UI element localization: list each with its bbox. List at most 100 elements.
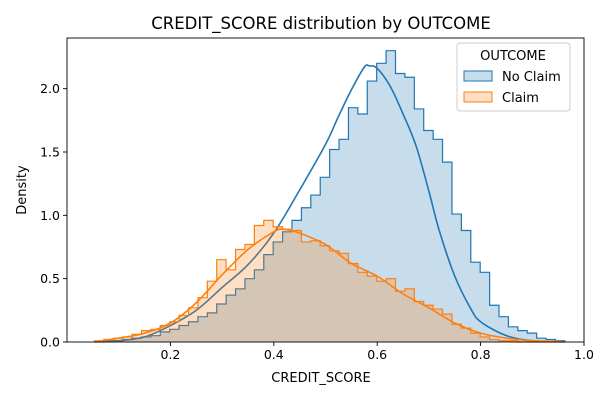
y-tick-label: 1.0 — [40, 208, 60, 223]
histogram-bar — [320, 245, 330, 342]
histogram-bar — [160, 325, 170, 342]
histogram-bar — [423, 130, 434, 342]
y-tick-label: 2.0 — [40, 81, 60, 96]
legend-swatch-no-claim — [463, 70, 493, 82]
histogram-bar — [386, 278, 396, 342]
histogram-bar — [235, 288, 245, 342]
histogram-bar — [273, 226, 283, 342]
histogram-bar — [216, 304, 227, 342]
series-claim — [93, 219, 565, 343]
histogram-bar — [150, 329, 161, 342]
histogram-bar — [132, 334, 142, 342]
histogram-bar — [301, 207, 311, 342]
histogram-bar — [442, 162, 452, 342]
chart-title: CREDIT_SCORE distribution by OUTCOME — [151, 14, 491, 34]
histogram-bar — [508, 326, 518, 342]
axes-frame — [66, 37, 585, 343]
histogram-bar — [404, 288, 415, 342]
histogram-bar — [451, 214, 462, 342]
histogram-bar — [244, 244, 255, 342]
histogram-bar — [310, 195, 321, 342]
histogram-bar — [207, 312, 217, 342]
histogram-bar — [433, 309, 443, 342]
histogram-bar — [451, 324, 462, 342]
histogram-bar — [517, 330, 528, 342]
histogram-bar — [150, 335, 161, 342]
histogram-bar — [254, 225, 264, 342]
axes: 0.2 0.4 0.6 0.8 1.0 0.0 0.5 1.0 1.5 2.0 — [40, 37, 594, 362]
histogram-bar — [188, 307, 198, 342]
histogram-outline — [94, 50, 566, 343]
histogram-bar — [179, 315, 189, 342]
histogram-bar — [527, 333, 537, 342]
histogram-bar — [282, 229, 292, 342]
x-tick-label: 0.2 — [160, 347, 180, 362]
histogram-bar — [216, 259, 227, 342]
histogram-bar — [132, 338, 142, 342]
histogram-bar — [169, 329, 180, 342]
histogram-bar — [386, 50, 396, 343]
histogram-bar — [339, 139, 349, 342]
histogram-bar — [395, 73, 405, 342]
histogram-bar — [207, 281, 217, 342]
histogram-bar — [470, 333, 481, 342]
histogram-bar — [414, 108, 424, 343]
histogram-bar — [470, 262, 481, 342]
y-axis-title: Density — [15, 165, 30, 215]
histogram-bar — [348, 107, 358, 342]
x-tick-label: 0.4 — [264, 347, 284, 362]
histogram-bar — [197, 297, 208, 342]
histogram-bar — [235, 249, 245, 342]
histogram-bar — [282, 231, 292, 342]
histogram-bar — [508, 340, 518, 342]
legend-title: OUTCOME — [480, 49, 546, 64]
y-tick-label: 0.0 — [40, 335, 60, 350]
histogram-bar — [461, 328, 471, 342]
histogram-bar — [310, 240, 321, 342]
x-axis-title: CREDIT_SCORE — [271, 371, 370, 386]
histogram-bar — [357, 272, 368, 342]
histogram-bar — [122, 339, 133, 342]
histogram-bar — [113, 338, 123, 342]
legend: OUTCOME No Claim Claim — [456, 42, 571, 112]
y-tick-label: 1.5 — [40, 145, 60, 160]
histogram-bar — [357, 114, 368, 342]
histogram-bar — [141, 330, 151, 342]
histogram-bar — [376, 63, 387, 342]
legend-swatch-claim — [463, 91, 493, 103]
histogram-bar — [339, 253, 349, 342]
histogram-bar — [226, 295, 236, 342]
histogram-bar — [169, 321, 180, 342]
histogram-bar — [433, 139, 443, 342]
histogram-bar — [179, 325, 189, 342]
histogram-bar — [301, 241, 311, 342]
histogram-outline — [93, 219, 565, 343]
series-no-claim — [94, 50, 566, 343]
histogram-bar — [461, 230, 471, 342]
histogram-bar — [489, 339, 500, 342]
histogram-bar — [442, 314, 452, 342]
histogram-bar — [395, 291, 405, 342]
histogram-bar — [480, 336, 490, 342]
histogram-bar — [423, 305, 434, 342]
histogram-bar — [376, 281, 387, 342]
histogram-bar — [254, 269, 264, 342]
histogram-bar — [263, 254, 274, 342]
histogram-bar — [320, 177, 330, 342]
x-tick-label: 0.8 — [471, 347, 491, 362]
kde-line — [97, 228, 564, 343]
x-tick-label: 1.0 — [574, 347, 594, 362]
x-tick-label: 0.6 — [367, 347, 387, 362]
histogram-bar — [122, 336, 133, 342]
histogram-bar — [348, 263, 358, 342]
legend-frame — [456, 42, 571, 112]
histogram-bar — [188, 321, 198, 342]
histogram-bar — [160, 331, 170, 342]
histogram-bar — [480, 272, 490, 342]
y-tick-label: 0.5 — [40, 271, 60, 286]
histogram-bar — [292, 220, 302, 342]
histogram-bar — [197, 316, 208, 342]
histogram-bar — [367, 276, 377, 342]
plot-area — [93, 50, 566, 343]
